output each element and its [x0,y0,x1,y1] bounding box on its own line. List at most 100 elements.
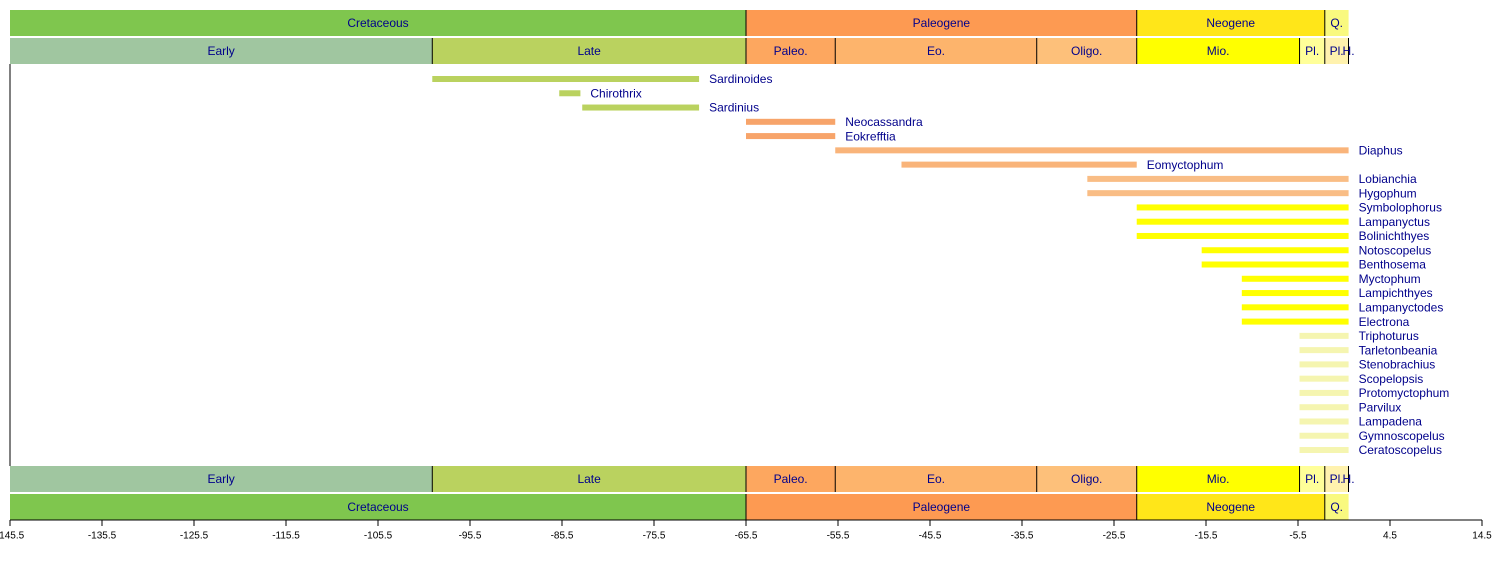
epochs-label: Pl. [1330,44,1344,58]
periods-band-row: Cretaceous Paleogene Neogene Q. [10,10,1349,36]
taxon-range [1299,361,1349,368]
epochs-label: Eo. [927,44,945,58]
taxon-range [746,133,836,140]
periods-band [1324,494,1349,520]
epochs-band [1324,466,1349,492]
epochs-label: H. [1343,472,1355,486]
epochs-label: Oligo. [1071,44,1102,58]
epochs-band-row: Early Late Paleo. Eo. Oligo. Mio. Pl. Pl.H. [10,38,1355,64]
periods-band-row: Cretaceous Paleogene Neogene Q. [10,494,1349,520]
x-tick-label: -75.5 [643,531,666,542]
taxon-range [1136,218,1349,225]
taxon-range [1201,261,1349,268]
x-tick-label: -45.5 [919,531,942,542]
epochs-band [1299,38,1325,64]
epochs-label: Mio. [1207,472,1230,486]
periods-band [746,494,1137,520]
periods-band [746,10,1137,36]
epochs-label: Oligo. [1071,472,1102,486]
taxon-label: Eomyctophum [1147,158,1224,172]
taxon-label: Lampanyctodes [1359,300,1444,314]
periods-label: Q. [1330,16,1343,30]
taxon-range [1299,332,1349,339]
taxon-range [1299,432,1349,439]
taxon-range [1299,389,1349,396]
epochs-label: Paleo. [774,44,808,58]
epochs-band-row: Early Late Paleo. Eo. Oligo. Mio. Pl. Pl.H. [10,466,1355,492]
taxon-label: Sardinoides [709,72,772,86]
x-tick-label: -35.5 [1011,531,1034,542]
periods-label: Cretaceous [347,16,408,30]
periods-label: Neogene [1206,16,1255,30]
x-tick-label: -15.5 [1195,531,1218,542]
epochs-band [1136,466,1300,492]
taxon-label: Myctophum [1359,272,1421,286]
taxon-range [582,104,700,111]
taxon-range [1299,375,1349,382]
epochs-label: Early [207,472,234,486]
x-tick-label: -135.5 [88,531,117,542]
taxon-range [1299,404,1349,411]
epochs-band [746,38,836,64]
epochs-label: Pl. [1305,44,1319,58]
taxon-label: Benthosema [1359,258,1427,272]
taxon-label: Neocassandra [845,115,923,129]
taxon-label: Scopelopsis [1359,372,1424,386]
taxon-range [1241,304,1349,311]
taxon-label: Sardinius [709,101,759,115]
taxon-range [1241,290,1349,297]
periods-label: Q. [1330,500,1343,514]
epochs-label: Mio. [1207,44,1230,58]
x-tick-label: -65.5 [735,531,758,542]
x-tick-label: -145.5 [0,531,25,542]
periods-band [10,10,746,36]
epochs-band [432,38,746,64]
taxon-label: Lampichthyes [1359,286,1433,300]
x-tick-label: -105.5 [364,531,393,542]
taxon-label: Protomyctophum [1359,386,1450,400]
epochs-label: Eo. [927,472,945,486]
taxon-range [1201,247,1349,254]
epochs-band [10,38,433,64]
epochs-band [1324,38,1349,64]
taxon-range [1299,418,1349,425]
taxon-label: Notoscopelus [1359,243,1432,257]
taxon-label: Lobianchia [1359,172,1417,186]
taxon-label: Gymnoscopelus [1359,429,1445,443]
epochs-label: H. [1343,44,1355,58]
x-tick-label: -55.5 [827,531,850,542]
taxon-range [835,147,1349,154]
periods-label: Cretaceous [347,500,408,514]
taxon-label: Stenobrachius [1359,358,1436,372]
x-tick-label: -125.5 [180,531,209,542]
epochs-label: Late [577,44,601,58]
epochs-label: Late [577,472,601,486]
taxon-label: Parvilux [1359,400,1402,414]
periods-band [10,494,746,520]
taxon-label: Lampadena [1359,415,1423,429]
x-tick-label: -5.5 [1289,531,1307,542]
epochs-band [746,466,836,492]
epochs-label: Early [207,44,234,58]
periods-band [1136,494,1325,520]
periods-band [1324,10,1349,36]
taxon-range [559,90,581,97]
taxon-range [1241,318,1349,325]
taxon-label: Symbolophorus [1359,201,1442,215]
taxon-range [1136,204,1349,211]
epochs-band [835,466,1037,492]
taxon-label: Electrona [1359,315,1410,329]
epochs-band [835,38,1037,64]
x-tick-label: 14.5 [1472,531,1492,542]
periods-label: Neogene [1206,500,1255,514]
taxon-range [1136,232,1349,239]
x-tick-label: -85.5 [551,531,574,542]
taxon-range [1299,347,1349,354]
taxon-range [1299,447,1349,454]
taxon-label: Diaphus [1359,144,1403,158]
epochs-band [1136,38,1300,64]
taxon-range [1241,275,1349,282]
taxon-range [1087,190,1349,197]
taxon-label: Tarletonbeania [1359,343,1438,357]
